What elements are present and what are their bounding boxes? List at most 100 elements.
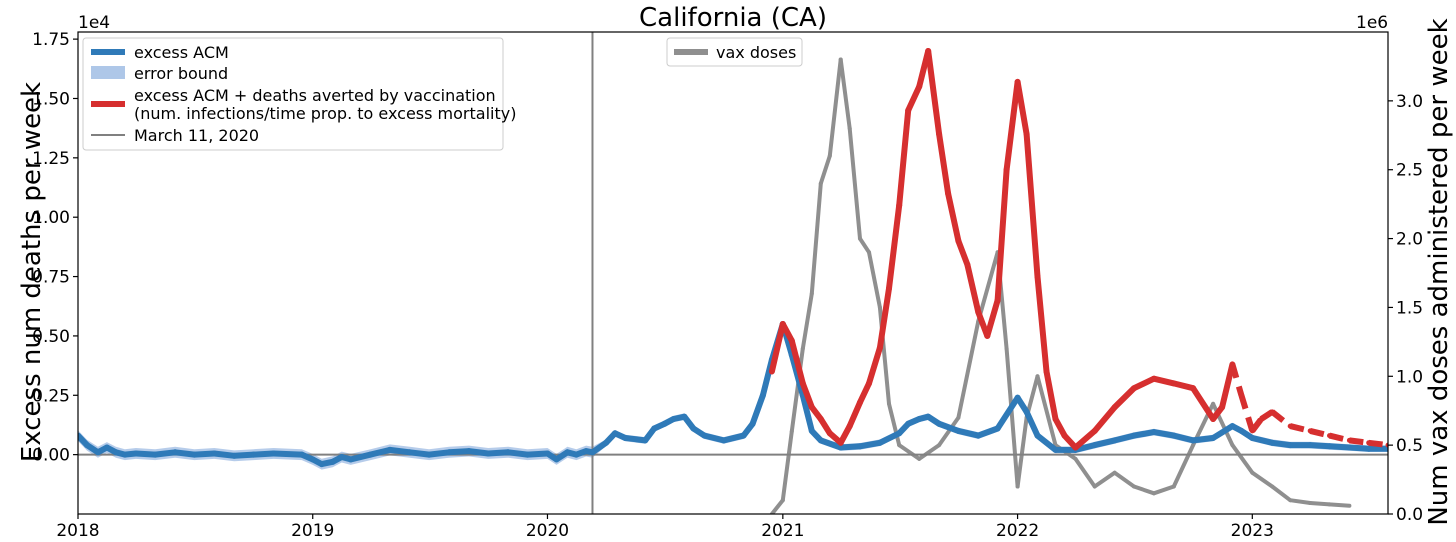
y-right-tick-label: 3.0 xyxy=(1396,92,1423,112)
averted-point xyxy=(1062,433,1067,439)
excess-point xyxy=(545,451,550,456)
y-left-tick-label: 1.75 xyxy=(32,30,70,50)
excess-point xyxy=(310,456,316,462)
averted-point xyxy=(1258,416,1264,422)
averted-segment xyxy=(837,423,853,446)
averted-segment xyxy=(1270,409,1293,429)
legend-label-march: March 11, 2020 xyxy=(134,126,259,145)
excess-segment xyxy=(191,450,218,458)
averted-point xyxy=(1346,437,1352,443)
vax-point xyxy=(1288,498,1292,502)
excess-point xyxy=(104,445,110,450)
excess-point xyxy=(975,433,981,439)
excess-point xyxy=(809,428,815,434)
averted-point xyxy=(1229,361,1235,367)
excess-point xyxy=(1151,429,1157,435)
vax-segment xyxy=(956,319,981,420)
y-right-tick-label: 2.5 xyxy=(1396,161,1423,181)
x-tick-label: 2022 xyxy=(996,521,1039,541)
excess-point xyxy=(877,440,883,446)
vax-point xyxy=(828,154,832,158)
excess-point xyxy=(1346,445,1352,450)
excess-point xyxy=(1269,440,1275,446)
x-tick-label: 2020 xyxy=(526,521,569,541)
averted-segment xyxy=(1328,432,1351,444)
excess-point xyxy=(818,437,824,443)
x-tick-label: 2018 xyxy=(56,521,99,541)
legend-right: vax doses xyxy=(666,37,803,67)
excess-segment xyxy=(1307,442,1333,450)
excess-point xyxy=(1287,442,1293,448)
y-left-tick-label: 1.25 xyxy=(32,149,70,169)
excess-point xyxy=(299,452,305,458)
y-right-offset-text: 1e6 xyxy=(1356,13,1388,33)
averted-point xyxy=(800,380,806,386)
vax-segment xyxy=(976,250,1000,324)
vax-point xyxy=(1327,502,1332,506)
excess-point xyxy=(905,421,911,427)
vax-point xyxy=(1191,443,1195,447)
legend-label-excess: excess ACM xyxy=(134,43,229,62)
excess-point xyxy=(339,454,345,460)
excess-point xyxy=(760,392,766,398)
excess-point xyxy=(936,421,942,427)
excess-segment xyxy=(505,449,531,458)
excess-point xyxy=(995,426,1001,431)
averted-segment xyxy=(955,237,971,268)
vax-point xyxy=(1172,484,1176,489)
x-tick-label: 2021 xyxy=(761,521,804,541)
y-left-tick-label: 1.00 xyxy=(32,208,70,228)
vax-segment xyxy=(789,346,805,434)
excess-point xyxy=(857,443,863,449)
excess-point xyxy=(133,451,139,456)
vax-point xyxy=(1250,471,1254,475)
averted-segment xyxy=(1150,375,1177,387)
excess-point xyxy=(1171,433,1177,439)
averted-segment xyxy=(1170,380,1197,392)
excess-point xyxy=(642,437,648,443)
excess-point xyxy=(671,416,676,422)
excess-point xyxy=(1112,437,1118,443)
averted-segment xyxy=(876,285,892,351)
excess-segment xyxy=(367,446,393,458)
averted-point xyxy=(964,262,970,268)
averted-segment xyxy=(1014,78,1030,138)
excess-point xyxy=(122,452,128,458)
averted-segment xyxy=(994,166,1010,304)
excess-segment xyxy=(270,450,305,458)
legend-left-box xyxy=(82,37,504,151)
excess-segment xyxy=(1326,443,1353,451)
y-left-tick-label: 0.25 xyxy=(32,386,70,406)
excess-point xyxy=(554,456,559,462)
excess-segment xyxy=(172,449,198,458)
vax-point xyxy=(1308,501,1312,505)
legend-label-vax: vax doses xyxy=(716,43,796,62)
averted-point xyxy=(1219,404,1225,410)
excess-segment xyxy=(1269,439,1294,449)
averted-point xyxy=(1053,416,1058,422)
averted-point xyxy=(955,238,961,244)
vax-point xyxy=(819,181,823,186)
legend-left: excess ACM error bound excess ACM + deat… xyxy=(82,37,516,151)
vax-segment xyxy=(1035,374,1058,448)
averted-point xyxy=(1035,274,1040,280)
vax-series-layer xyxy=(769,57,1352,514)
vax-point xyxy=(810,292,814,296)
vax-point xyxy=(1005,347,1009,351)
vax-segment xyxy=(769,498,785,514)
excess-segment xyxy=(749,392,766,427)
vax-segment xyxy=(887,401,902,448)
averted-point xyxy=(925,48,931,54)
vax-segment xyxy=(847,126,862,241)
y-right-axis-ticks: 0.0 0.5 1.0 1.5 2.0 2.5 3.0 xyxy=(1388,92,1423,525)
excess-segment xyxy=(250,450,277,458)
averted-segment xyxy=(866,344,883,387)
averted-segment xyxy=(984,297,1001,339)
excess-segment xyxy=(1023,408,1041,439)
averted-point xyxy=(789,338,795,344)
vax-segment xyxy=(1073,456,1097,489)
averted-segment xyxy=(1091,404,1118,434)
excess-point xyxy=(925,414,931,420)
excess-segment xyxy=(876,430,903,446)
